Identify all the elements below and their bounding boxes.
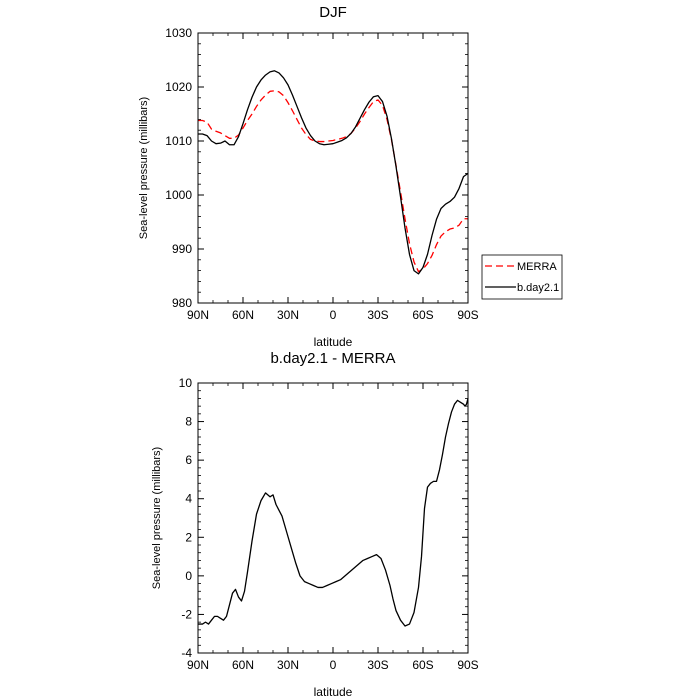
y-axis-label: Sea-level pressure (millibars) [138,97,150,239]
axis-ticks: 90N 60N 30N 0 30S 60S 90S -4 -2 0 2 4 6 8 10 [179,376,479,672]
y-tick-label: -4 [181,646,192,660]
series-line-b-day2-1-merra [198,398,469,627]
x-axis-label: latitude [314,685,353,699]
series-line-merra [198,90,468,273]
y-axis-label: Sea-level pressure (millibars) [151,447,163,589]
y-tick-label: 6 [185,453,192,467]
series-line-b-day2-1 [198,70,469,275]
y-tick-label: 10 [179,376,193,390]
axis-ticks: 90N 60N 30N 0 30S 60S 90S 980 990 1000 1010 1020 103… [165,26,478,322]
y-tick-label: 1000 [165,188,192,202]
y-tick-label: 8 [185,415,192,429]
series-group [198,70,469,275]
y-tick-label: 2 [185,530,192,544]
y-tick-label: 1010 [165,134,192,148]
x-tick-label: 90S [457,658,478,672]
x-tick-label: 60N [232,308,254,322]
x-tick-label: 30S [367,658,388,672]
chart-title: DJF [319,4,347,21]
y-tick-label: 1020 [165,80,192,94]
series-group [198,398,469,627]
legend: MERRA b.day2.1 [481,254,563,300]
x-tick-label: 0 [330,308,337,322]
legend-box [481,254,563,300]
x-tick-label: 60N [232,658,254,672]
legend-label-merra: MERRA [517,261,557,273]
x-tick-label: 30N [277,658,299,672]
x-tick-label: 30S [367,308,388,322]
y-tick-label: 1030 [165,26,192,40]
y-tick-label: -2 [181,607,192,621]
legend-label-bday: b.day2.1 [517,282,559,294]
x-tick-label: 90S [457,308,478,322]
y-tick-label: 990 [172,242,192,256]
plot-frame [197,32,469,304]
x-tick-label: 90N [187,658,209,672]
x-axis-label: latitude [314,335,353,349]
x-tick-label: 0 [330,658,337,672]
x-tick-label: 90N [187,308,209,322]
difference-panel: b.day2.1 - MERRA Sea-level pressure (mil… [151,350,479,699]
y-tick-label: 0 [185,569,192,583]
plot-frame [197,382,469,654]
chart-title: b.day2.1 - MERRA [270,350,395,367]
djf-panel: DJF Sea-level pressure (millibars) latit… [138,4,479,349]
y-tick-label: 980 [172,296,192,310]
x-tick-label: 60S [412,308,433,322]
x-tick-label: 30N [277,308,299,322]
y-tick-label: 4 [185,492,192,506]
x-tick-label: 60S [412,658,433,672]
